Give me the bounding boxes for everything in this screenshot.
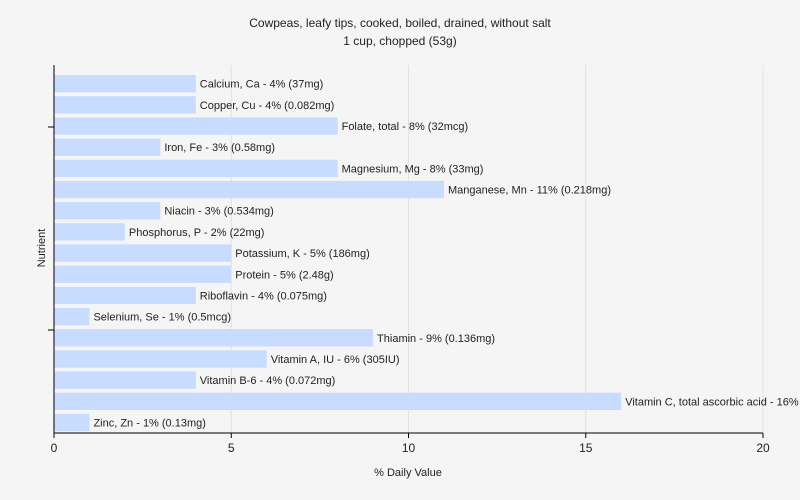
chart-title: Cowpeas, leafy tips, cooked, boiled, dra…: [249, 16, 551, 30]
x-ticks: 0 5 10 15 20: [51, 433, 770, 455]
bar: [54, 392, 622, 411]
bar-labels: Calcium, Ca - 4% (37mg) Copper, Cu - 4% (…: [93, 79, 800, 430]
bar: [54, 96, 196, 114]
bar-label: Protein - 5% (2.48g): [235, 269, 333, 281]
bar-label: Copper, Cu - 4% (0.082mg): [200, 100, 335, 112]
bar-label: Riboflavin - 4% (0.075mg): [200, 290, 327, 302]
bar-label: Iron, Fe - 3% (0.58mg): [164, 142, 275, 154]
bar-label: Selenium, Se - 1% (0.5mcg): [93, 312, 231, 324]
bar: [54, 244, 232, 262]
x-tick-label: 0: [51, 441, 58, 455]
bar: [54, 202, 161, 220]
bar-label: Calcium, Ca - 4% (37mg): [200, 79, 323, 91]
y-axis-label: Nutrient: [36, 229, 48, 268]
x-tick-label: 10: [402, 441, 416, 455]
bar-label: Folate, total - 8% (32mcg): [342, 121, 469, 133]
x-axis-label: % Daily Value: [374, 467, 442, 479]
bar: [54, 75, 196, 93]
x-tick-label: 15: [579, 441, 593, 455]
bar-label: Manganese, Mn - 11% (0.218mg): [448, 185, 611, 197]
bar: [54, 117, 338, 135]
bar: [54, 159, 338, 178]
bar: [54, 265, 232, 283]
bar: [54, 350, 267, 368]
bar-label: Phosphorus, P - 2% (22mg): [129, 227, 265, 239]
bar-label: Potassium, K - 5% (186mg): [235, 248, 370, 260]
bar: [54, 180, 444, 199]
bar: [54, 286, 196, 305]
bar-label: Magnesium, Mg - 8% (33mg): [342, 163, 484, 175]
bar-label: Vitamin C, total ascorbic acid - 16% (9.…: [625, 396, 800, 408]
bar: [54, 329, 374, 347]
bar-label: Niacin - 3% (0.534mg): [164, 206, 273, 218]
bar: [54, 371, 196, 389]
x-tick-label: 5: [228, 441, 235, 455]
x-tick-label: 20: [756, 441, 770, 455]
chart-subtitle: 1 cup, chopped (53g): [343, 34, 456, 48]
bar-label: Vitamin A, IU - 6% (305IU): [271, 354, 400, 366]
bars: [54, 75, 622, 432]
bar-label: Zinc, Zn - 1% (0.13mg): [93, 418, 205, 430]
bar-label: Thiamin - 9% (0.136mg): [377, 333, 495, 345]
bar: [54, 138, 161, 156]
bar: [54, 307, 90, 326]
bar: [54, 223, 125, 241]
bar: [54, 413, 90, 432]
bar-label: Vitamin B-6 - 4% (0.072mg): [200, 375, 336, 387]
